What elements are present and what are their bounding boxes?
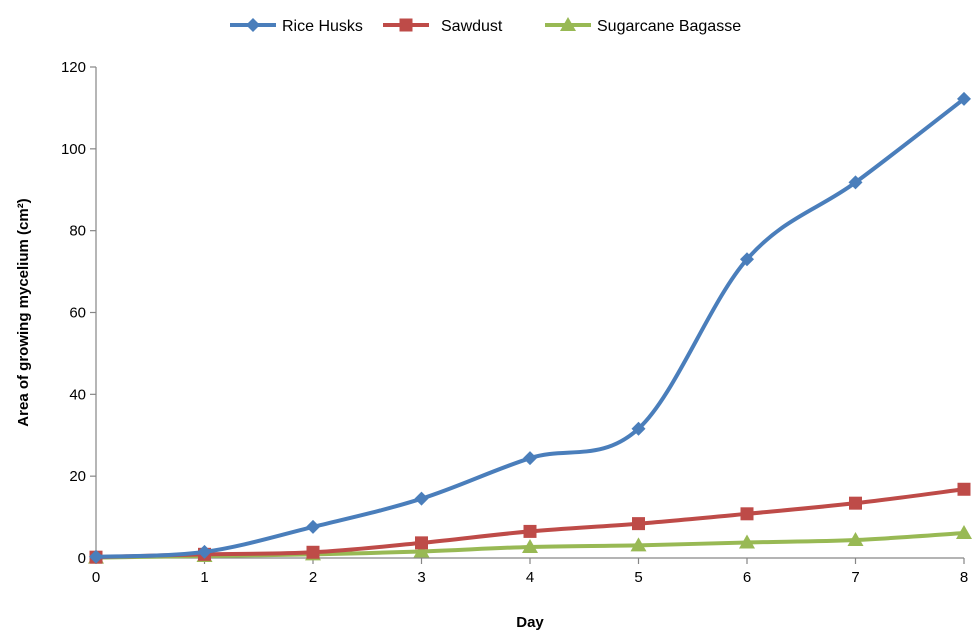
legend-label: Sugarcane Bagasse — [597, 18, 741, 35]
data-point-rice-husks — [957, 91, 971, 106]
legend-swatch-marker — [399, 18, 413, 32]
y-axis-title: Area of growing mycelium (cm²) — [15, 198, 32, 426]
data-point-rice-husks — [523, 451, 537, 466]
x-tick-label: 8 — [960, 569, 968, 586]
legend-swatch-marker — [560, 17, 576, 31]
x-axis-ticks: 0 1 2 3 4 5 6 7 8 — [92, 558, 968, 586]
y-axis-ticks: 0 20 40 60 80 100 120 — [61, 59, 96, 567]
y-tick-label: 80 — [69, 223, 86, 240]
data-point-sugarcane-bagasse — [739, 534, 755, 549]
data-point-sawdust — [957, 482, 971, 496]
data-point-rice-husks — [89, 549, 103, 564]
data-point-sugarcane-bagasse — [413, 543, 430, 558]
y-tick-label: 60 — [69, 305, 86, 322]
legend-item-rice-husks: Rice Husks — [230, 18, 363, 35]
x-tick-label: 6 — [743, 569, 751, 586]
legend-swatch-marker — [246, 18, 260, 32]
data-point-sugarcane-bagasse — [630, 537, 647, 552]
series-rice-husks — [89, 91, 971, 564]
y-tick-label: 40 — [69, 386, 86, 403]
x-tick-label: 5 — [634, 569, 642, 586]
series-layer — [88, 91, 972, 564]
legend: Rice Husks Sawdust Sugarcane Bagasse — [230, 17, 741, 35]
data-point-sugarcane-bagasse — [522, 538, 538, 553]
legend-label: Rice Husks — [282, 18, 363, 35]
y-tick-label: 100 — [61, 141, 86, 158]
axes: 0 20 40 60 80 100 120 0 1 2 3 4 5 6 7 8 — [61, 59, 968, 586]
data-point-sawdust — [632, 517, 645, 531]
data-point-rice-husks — [197, 544, 212, 559]
data-point-rice-husks — [414, 491, 429, 506]
x-tick-label: 2 — [309, 569, 317, 586]
x-tick-label: 4 — [526, 569, 534, 586]
data-point-sawdust — [740, 507, 754, 521]
x-axis-title: Day — [516, 614, 544, 630]
x-tick-label: 7 — [851, 569, 859, 586]
x-tick-label: 3 — [417, 569, 425, 586]
legend-label: Sawdust — [441, 18, 503, 35]
x-tick-label: 0 — [92, 569, 100, 586]
data-point-sawdust — [523, 524, 537, 538]
data-point-sawdust — [415, 536, 428, 550]
y-tick-label: 0 — [78, 550, 86, 567]
series-line-rice-husks — [94, 96, 966, 559]
data-point-rice-husks — [848, 175, 863, 190]
legend-item-sawdust: Sawdust — [383, 18, 503, 35]
y-tick-label: 120 — [61, 59, 86, 76]
data-point-rice-husks — [631, 421, 646, 436]
data-point-sugarcane-bagasse — [847, 531, 864, 546]
data-point-sawdust — [306, 545, 320, 559]
data-point-sawdust — [849, 496, 862, 510]
data-point-sugarcane-bagasse — [956, 525, 972, 540]
legend-item-sugarcane-bagasse: Sugarcane Bagasse — [545, 17, 741, 35]
data-point-rice-husks — [306, 519, 320, 534]
data-point-rice-husks — [740, 252, 754, 267]
y-tick-label: 20 — [69, 468, 86, 485]
x-tick-label: 1 — [200, 569, 208, 586]
